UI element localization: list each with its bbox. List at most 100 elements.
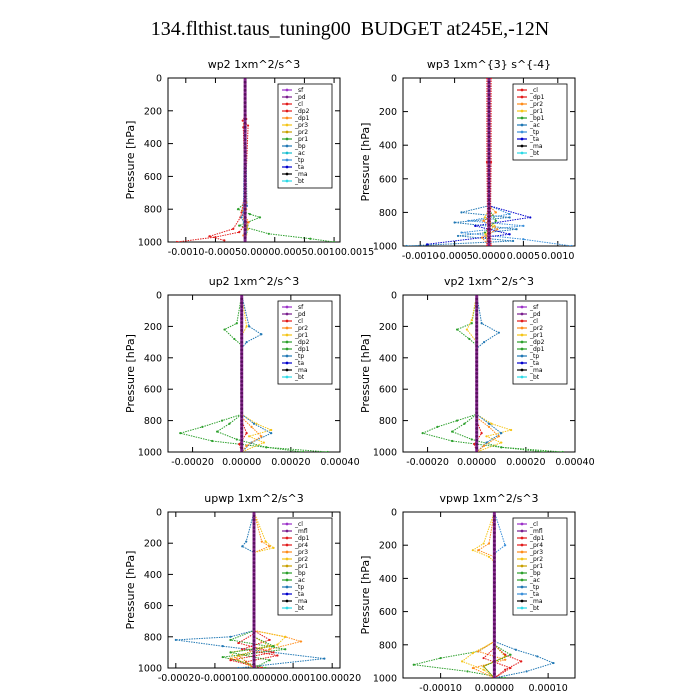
zero-profile-point bbox=[487, 139, 491, 143]
zero-profile-point bbox=[252, 549, 256, 553]
legend-label: _ma bbox=[529, 143, 543, 150]
series-point bbox=[482, 341, 486, 344]
zero-profile-point bbox=[240, 321, 244, 324]
zero-profile-point bbox=[243, 105, 247, 109]
series-point bbox=[500, 441, 503, 444]
zero-profile-point bbox=[252, 545, 256, 549]
series-point bbox=[247, 435, 251, 438]
zero-profile-point bbox=[252, 639, 256, 643]
series-line bbox=[241, 295, 273, 452]
series-point bbox=[480, 432, 483, 435]
series-point bbox=[500, 432, 503, 435]
series-point bbox=[494, 211, 497, 214]
series-point bbox=[221, 645, 224, 648]
zero-profile-point bbox=[252, 569, 256, 572]
zero-profile-point bbox=[492, 514, 496, 518]
series-point bbox=[522, 224, 525, 227]
x-tick-label: 0.00020 bbox=[322, 673, 361, 684]
legend-marker bbox=[520, 368, 524, 372]
legend-marker bbox=[520, 340, 524, 344]
y-tick-label: 1000 bbox=[138, 664, 162, 675]
zero-profile-point bbox=[475, 325, 479, 328]
series-point bbox=[270, 428, 273, 432]
legend-label: _ma bbox=[294, 171, 308, 178]
series-point bbox=[466, 670, 469, 673]
legend-label: _mfl bbox=[294, 528, 308, 535]
x-tick-label: 0.0010 bbox=[541, 251, 574, 262]
legend-marker bbox=[520, 361, 524, 365]
series-point bbox=[284, 635, 287, 638]
zero-profile-point bbox=[243, 121, 247, 125]
zero-profile-point bbox=[475, 387, 479, 391]
x-tick-label: 0.0000 bbox=[472, 251, 505, 262]
series-point bbox=[520, 660, 523, 663]
y-axis-label: Pressure [hPa] bbox=[359, 556, 372, 635]
zero-profile-point bbox=[243, 129, 247, 133]
y-tick-label: 400 bbox=[379, 141, 397, 152]
zero-profile-point bbox=[475, 423, 479, 426]
series-point bbox=[268, 645, 271, 648]
y-tick-label: 400 bbox=[379, 574, 397, 585]
y-tick-label: 1000 bbox=[373, 242, 397, 253]
zero-profile-point bbox=[487, 122, 491, 126]
legend-label: _pr3 bbox=[294, 549, 308, 556]
zero-profile-point bbox=[487, 78, 491, 80]
zero-profile-point bbox=[475, 360, 479, 364]
series-line bbox=[471, 512, 507, 678]
legend-label: _cl bbox=[529, 318, 538, 325]
zero-profile-point bbox=[240, 376, 244, 379]
series-point bbox=[511, 239, 515, 243]
y-tick-label: 200 bbox=[144, 539, 162, 550]
zero-profile-point bbox=[252, 658, 256, 662]
legend-marker bbox=[520, 109, 524, 113]
zero-profile-point bbox=[243, 101, 247, 104]
series-point bbox=[500, 446, 503, 449]
zero-profile-point bbox=[252, 627, 256, 631]
legend-marker bbox=[285, 571, 289, 575]
zero-profile-point bbox=[243, 183, 247, 187]
series-line bbox=[207, 78, 249, 241]
zero-profile-point bbox=[487, 148, 491, 151]
zero-profile-point bbox=[475, 391, 479, 395]
zero-profile-point bbox=[240, 344, 244, 348]
series-point bbox=[485, 78, 489, 80]
zero-profile-point bbox=[487, 194, 491, 198]
x-tick-label: 0.0005 bbox=[507, 251, 540, 262]
legend-label: _ta bbox=[529, 360, 539, 367]
series-point bbox=[485, 441, 488, 444]
series-point bbox=[268, 638, 271, 642]
legend-label: _sf bbox=[529, 304, 539, 311]
x-tick-label: -0.0010 bbox=[168, 247, 205, 258]
zero-profile-point bbox=[252, 666, 256, 668]
legend-marker bbox=[285, 564, 289, 568]
zero-profile-point bbox=[252, 615, 256, 619]
legend-label: _cl bbox=[294, 318, 303, 325]
series-point bbox=[451, 430, 454, 433]
zero-profile-point bbox=[475, 317, 479, 320]
zero-profile-point bbox=[243, 179, 247, 182]
legend-marker bbox=[520, 571, 524, 575]
chart-panel-4: vp2 1xm^2/s^3 Pressure [hPa] 0 200 400 600 800… bbox=[359, 275, 595, 468]
legend-label: _pr2 bbox=[529, 101, 543, 108]
y-tick-label: 0 bbox=[391, 74, 397, 85]
zero-profile-point bbox=[240, 403, 244, 407]
zero-profile-point bbox=[487, 244, 491, 246]
series-group bbox=[412, 512, 555, 678]
x-tick-label: 0.00040 bbox=[555, 457, 594, 468]
x-tick-label: 0.0000 bbox=[241, 247, 274, 258]
zero-profile-point bbox=[243, 138, 247, 141]
y-axis-label: Pressure [hPa] bbox=[124, 121, 137, 200]
legend-marker bbox=[520, 354, 524, 358]
y-tick-label: 0 bbox=[156, 74, 162, 85]
zero-profile-point bbox=[475, 372, 479, 375]
legend-marker bbox=[285, 592, 289, 596]
x-tick-label: 0.00000 bbox=[222, 457, 261, 468]
x-tick-label: 0.00020 bbox=[271, 457, 310, 468]
series-point bbox=[504, 655, 507, 658]
zero-profile-point bbox=[240, 336, 244, 340]
series-point bbox=[473, 443, 476, 446]
legend-marker bbox=[520, 88, 524, 92]
zero-profile-point bbox=[492, 593, 496, 597]
legend-marker bbox=[285, 158, 289, 162]
series-point bbox=[510, 428, 513, 432]
